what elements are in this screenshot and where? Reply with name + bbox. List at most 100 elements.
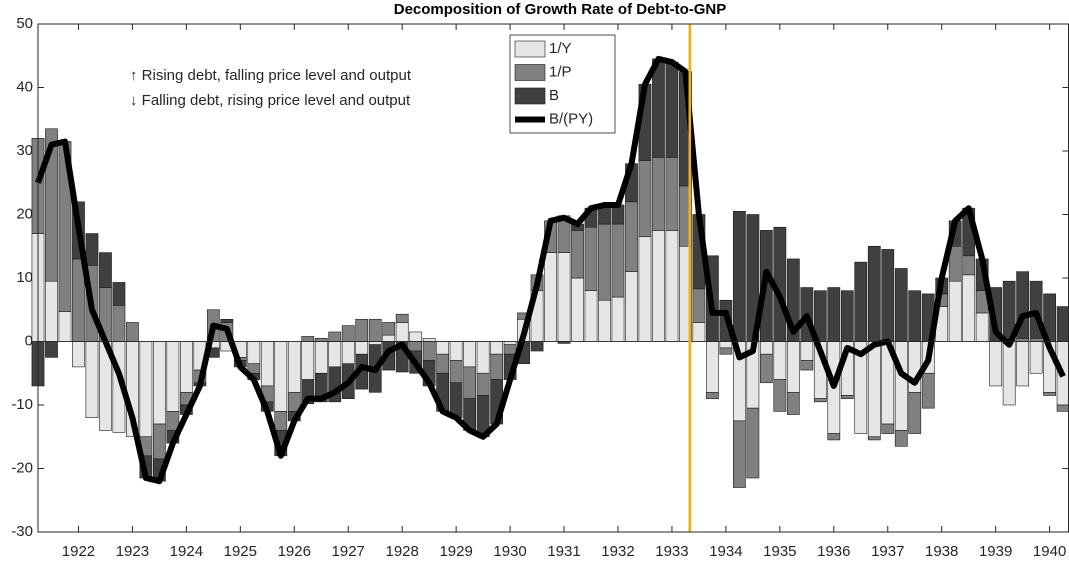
bar-segment — [571, 230, 584, 279]
x-tick-label: 1926 — [278, 543, 311, 560]
bar-segment — [449, 341, 463, 361]
bar-segment — [773, 341, 787, 380]
bar-segment — [530, 341, 544, 352]
y-tick-label: 50 — [16, 15, 33, 32]
legend-swatch — [514, 40, 546, 58]
bar-segment — [72, 341, 85, 368]
bar-segment — [921, 372, 935, 409]
bar-segment — [813, 398, 827, 403]
bar-segment — [395, 322, 409, 342]
x-tick-label: 1937 — [871, 543, 904, 560]
bar-segment — [1043, 391, 1056, 396]
bar-segment — [476, 372, 490, 396]
bar-segment — [166, 341, 180, 412]
bar-segment — [652, 58, 665, 158]
y-tick-label: -10 — [11, 396, 33, 413]
bar-segment — [85, 233, 99, 266]
bar-segment — [490, 353, 503, 380]
bar-segment — [301, 341, 315, 380]
bar-segment — [584, 226, 598, 291]
x-tick-label: 1929 — [439, 543, 472, 560]
bar-segment — [274, 341, 288, 412]
bar-segment — [409, 341, 423, 352]
y-tick-label: 30 — [16, 142, 33, 159]
bar-segment — [436, 341, 450, 355]
x-tick-label: 1940 — [1033, 543, 1066, 560]
bar-segment — [314, 341, 328, 374]
bar-segment — [638, 236, 652, 342]
bar-segment — [867, 245, 881, 342]
bar-segment — [854, 261, 868, 342]
bar-segment — [827, 287, 841, 342]
bar-segment — [436, 353, 450, 374]
bar-segment — [139, 341, 153, 438]
bar-segment — [490, 341, 503, 355]
bar-segment — [260, 341, 274, 387]
bar-segment — [301, 336, 315, 342]
bar-segment — [287, 341, 301, 393]
bar-segment — [328, 341, 342, 368]
bar-segment — [274, 411, 288, 431]
bar-segment — [1029, 338, 1043, 342]
bar-segment — [611, 296, 625, 342]
legend-label: B — [549, 87, 559, 104]
bar-segment — [894, 341, 908, 431]
bar-segment — [894, 268, 908, 342]
bar-segment — [975, 312, 989, 342]
bar-segment — [598, 299, 611, 342]
bar-segment — [733, 211, 746, 342]
bar-segment — [328, 331, 342, 342]
bar-segment — [220, 318, 234, 323]
bar-segment — [395, 313, 409, 323]
bar-segment — [463, 366, 476, 399]
bar-segment — [692, 322, 706, 342]
x-tick-label: 1935 — [763, 543, 796, 560]
bar-segment — [341, 341, 355, 365]
x-tick-label: 1930 — [493, 543, 526, 560]
annotation: ↑ Rising debt, falling price level and o… — [130, 67, 412, 84]
bar-segment — [692, 288, 706, 323]
bar-segment — [625, 271, 638, 342]
bar-segment — [719, 347, 733, 355]
bar-segment — [126, 322, 139, 342]
bar-segment — [1002, 341, 1016, 406]
bar-segment — [867, 341, 881, 438]
bar-segment — [867, 436, 881, 441]
x-tick-label: 1931 — [547, 543, 580, 560]
x-tick-label: 1936 — [817, 543, 850, 560]
bar-segment — [881, 249, 895, 342]
bar-segment — [746, 407, 760, 479]
bar-segment — [786, 341, 800, 393]
bar-segment — [544, 252, 557, 342]
x-tick-label: 1938 — [925, 543, 958, 560]
bar-segment — [355, 341, 369, 355]
bar-segment — [1056, 306, 1069, 342]
y-tick-label: 40 — [16, 78, 33, 95]
bar-segment — [665, 230, 679, 342]
annotation: ↓ Falling debt, rising price level and o… — [130, 92, 411, 109]
bar-segment — [409, 331, 423, 342]
bar-segment — [908, 290, 922, 342]
y-tick-label: -20 — [11, 459, 33, 476]
bar-segment — [247, 341, 261, 365]
bar-segment — [45, 280, 58, 342]
bar-segment — [422, 338, 436, 342]
bar-segment — [652, 230, 665, 342]
bar-segment — [733, 420, 746, 488]
x-tick-label: 1924 — [170, 543, 203, 560]
bar-segment — [314, 338, 328, 342]
y-tick-label: 10 — [16, 269, 33, 286]
bar-segment — [463, 341, 476, 368]
chart-title: Decomposition of Growth Rate of Debt-to-… — [394, 1, 726, 18]
bar-segment — [759, 341, 773, 355]
bar-segment — [112, 282, 126, 306]
bar-segment — [503, 341, 517, 345]
bar-segment — [449, 360, 463, 384]
bar-segment — [503, 344, 517, 355]
bar-segment — [85, 341, 99, 418]
x-tick-label: 1933 — [655, 543, 688, 560]
bar-segment — [557, 252, 571, 342]
bar-segment — [180, 341, 193, 393]
